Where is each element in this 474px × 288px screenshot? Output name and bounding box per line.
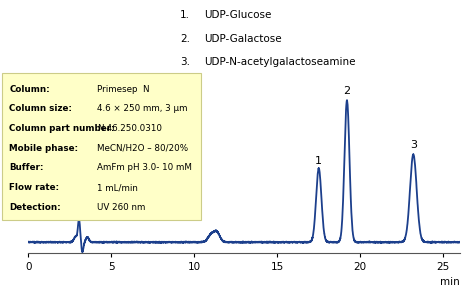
Text: 1: 1 [315,156,322,166]
Text: Detection:: Detection: [9,203,61,212]
Text: N-46.250.0310: N-46.250.0310 [97,124,162,133]
Text: Flow rate:: Flow rate: [9,183,60,192]
Text: 1 mL/min: 1 mL/min [97,183,138,192]
Text: Column:: Column: [9,85,50,94]
Text: UDP-Glucose: UDP-Glucose [204,10,271,20]
Text: UDP-N-acetylgalactoseamine: UDP-N-acetylgalactoseamine [204,57,356,67]
Text: AmFm pH 3.0- 10 mM: AmFm pH 3.0- 10 mM [97,164,192,173]
Text: 4.6 × 250 mm, 3 μm: 4.6 × 250 mm, 3 μm [97,104,188,113]
Text: UDP-Galactose: UDP-Galactose [204,34,282,44]
Text: Column part number:: Column part number: [9,124,115,133]
Text: 2.: 2. [180,34,190,44]
Text: 2: 2 [343,86,351,96]
Text: Buffer:: Buffer: [9,164,44,173]
Text: Column size:: Column size: [9,104,73,113]
Text: MeCN/H2O – 80/20%: MeCN/H2O – 80/20% [97,144,188,153]
Text: min: min [440,277,460,287]
Text: Primesep  N: Primesep N [97,85,150,94]
Text: 1.: 1. [180,10,190,20]
Text: Mobile phase:: Mobile phase: [9,144,79,153]
Text: UV 260 nm: UV 260 nm [97,203,146,212]
Text: 3.: 3. [180,57,190,67]
Text: 3: 3 [410,140,417,150]
